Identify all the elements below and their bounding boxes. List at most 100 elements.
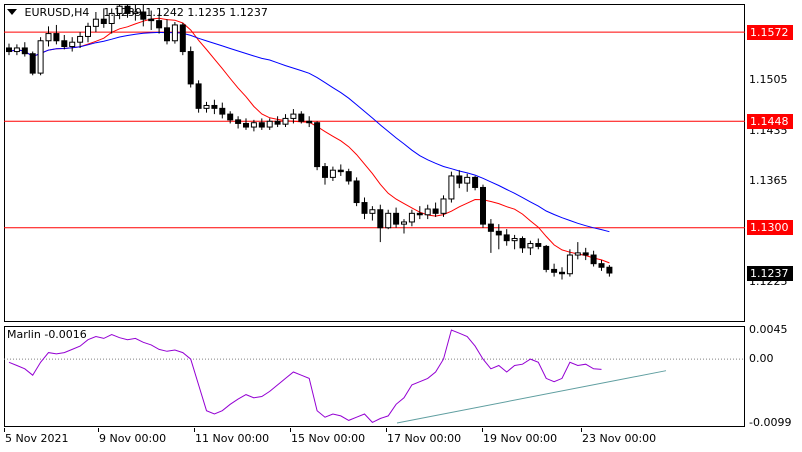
bearish-candle	[195, 83, 202, 109]
bearish-candle	[187, 51, 194, 85]
bullish-candle	[464, 176, 471, 184]
indicator-name: Marlin	[7, 328, 41, 341]
bearish-candle	[140, 11, 147, 20]
time-label: 9 Nov 00:00	[99, 432, 167, 445]
bullish-candle	[401, 221, 407, 225]
bullish-candle	[132, 11, 139, 14]
bearish-candle	[314, 122, 321, 168]
price-chart-canvas[interactable]	[4, 4, 745, 322]
oscillator-trendline[interactable]	[396, 370, 667, 424]
bearish-candle	[6, 47, 12, 53]
slow-moving-average-line	[8, 31, 610, 233]
bearish-candle	[21, 47, 28, 55]
time-axis[interactable]: 5 Nov 2021 9 Nov 00:00 11 Nov 00:00 15 Nov …	[4, 428, 745, 450]
bearish-candle	[472, 176, 479, 188]
symbol-ohlc: 1.1239 1.1242 1.1235 1.1237	[103, 6, 268, 19]
bullish-candle	[85, 25, 91, 37]
level-price-tag: 1.1572	[747, 24, 793, 40]
bullish-candle	[250, 122, 257, 128]
time-label: 15 Nov 00:00	[291, 432, 366, 445]
bearish-candle	[598, 263, 605, 268]
bearish-candle	[393, 212, 400, 225]
indicator-pane-frame	[4, 326, 745, 427]
price-scale[interactable]: 1.1505 1.1435 1.1365 1.1225 1.1572 1.144…	[746, 4, 802, 322]
bearish-candle	[519, 238, 526, 249]
bearish-candle	[495, 230, 502, 236]
bearish-candle	[306, 120, 313, 124]
price-tick-label: 1.1365	[749, 173, 788, 187]
bullish-candle	[574, 252, 581, 256]
time-tick	[581, 428, 582, 432]
indicator-pane[interactable]: Marlin -0.0016	[4, 326, 745, 427]
bearish-candle	[487, 223, 494, 232]
bullish-candle	[385, 212, 392, 229]
bearish-candle	[345, 171, 352, 182]
bullish-candle	[448, 175, 455, 200]
bearish-candle	[124, 5, 131, 14]
indicator-tick-label: 0.0045	[749, 323, 788, 336]
oscillator-lines	[4, 329, 745, 424]
time-label: 5 Nov 2021	[5, 432, 69, 445]
bearish-candle	[61, 40, 68, 48]
bullish-candle	[408, 212, 415, 223]
current-price-tag: 1.1237	[747, 265, 793, 281]
bearish-candle	[559, 271, 565, 275]
bearish-candle	[377, 209, 384, 229]
bearish-candle	[29, 53, 36, 74]
bullish-candle	[290, 113, 297, 119]
bearish-candle	[456, 175, 463, 184]
bearish-candle	[227, 113, 234, 121]
bullish-candle	[511, 238, 518, 242]
bearish-candle	[219, 107, 226, 115]
time-label: 11 Nov 00:00	[195, 432, 270, 445]
bullish-candle	[369, 209, 376, 214]
bullish-candle	[116, 5, 123, 14]
bullish-candle	[13, 47, 20, 53]
time-label: 23 Nov 00:00	[582, 432, 657, 445]
bearish-candle	[164, 27, 170, 42]
time-tick	[482, 428, 483, 432]
bearish-candle	[590, 254, 597, 265]
bullish-candle	[69, 41, 76, 48]
level-price-tag: 1.1448	[747, 113, 793, 129]
bearish-candle	[582, 252, 589, 256]
bearish-candle	[179, 24, 186, 53]
bearish-candle	[322, 166, 328, 178]
bullish-candle	[203, 104, 210, 109]
bearish-candle	[543, 245, 550, 270]
horizontal-levels	[4, 31, 745, 229]
time-label: 17 Nov 00:00	[387, 432, 462, 445]
symbol-header: EURUSD,H4 1.1239 1.1242 1.1235 1.1237	[7, 6, 268, 19]
bullish-candle	[171, 24, 178, 42]
bullish-candle	[566, 254, 573, 275]
bearish-candle	[243, 122, 249, 128]
indicator-canvas[interactable]	[4, 326, 745, 427]
bullish-candle	[440, 198, 447, 214]
bearish-candle	[480, 186, 486, 225]
symbol-name: EURUSD,H4	[24, 6, 90, 19]
collapse-triangle-icon[interactable]	[7, 9, 17, 15]
bearish-candle	[53, 33, 60, 42]
level-price-tag: 1.1300	[747, 220, 793, 236]
bearish-candle	[148, 18, 155, 22]
bearish-candle	[100, 18, 107, 25]
price-chart-pane[interactable]: EURUSD,H4 1.1239 1.1242 1.1235 1.1237	[4, 4, 745, 322]
bearish-candle	[432, 208, 439, 214]
moving-averages	[8, 17, 610, 264]
fast-moving-average-line	[8, 17, 610, 264]
indicator-scale[interactable]: 0.0045 0.00 -0.0099	[746, 323, 802, 429]
bearish-candle	[274, 120, 281, 125]
bearish-candle	[298, 113, 305, 122]
bearish-candle	[258, 122, 265, 128]
bullish-candle	[282, 117, 289, 125]
bullish-candle	[92, 18, 99, 27]
bearish-candle	[211, 104, 218, 109]
bullish-candle	[527, 243, 534, 249]
bullish-candle	[45, 33, 52, 42]
time-tick	[194, 428, 195, 432]
price-tick-label: 1.1505	[749, 73, 788, 87]
bearish-candle	[361, 202, 368, 214]
bullish-candle	[108, 12, 115, 25]
bearish-candle	[606, 266, 613, 274]
